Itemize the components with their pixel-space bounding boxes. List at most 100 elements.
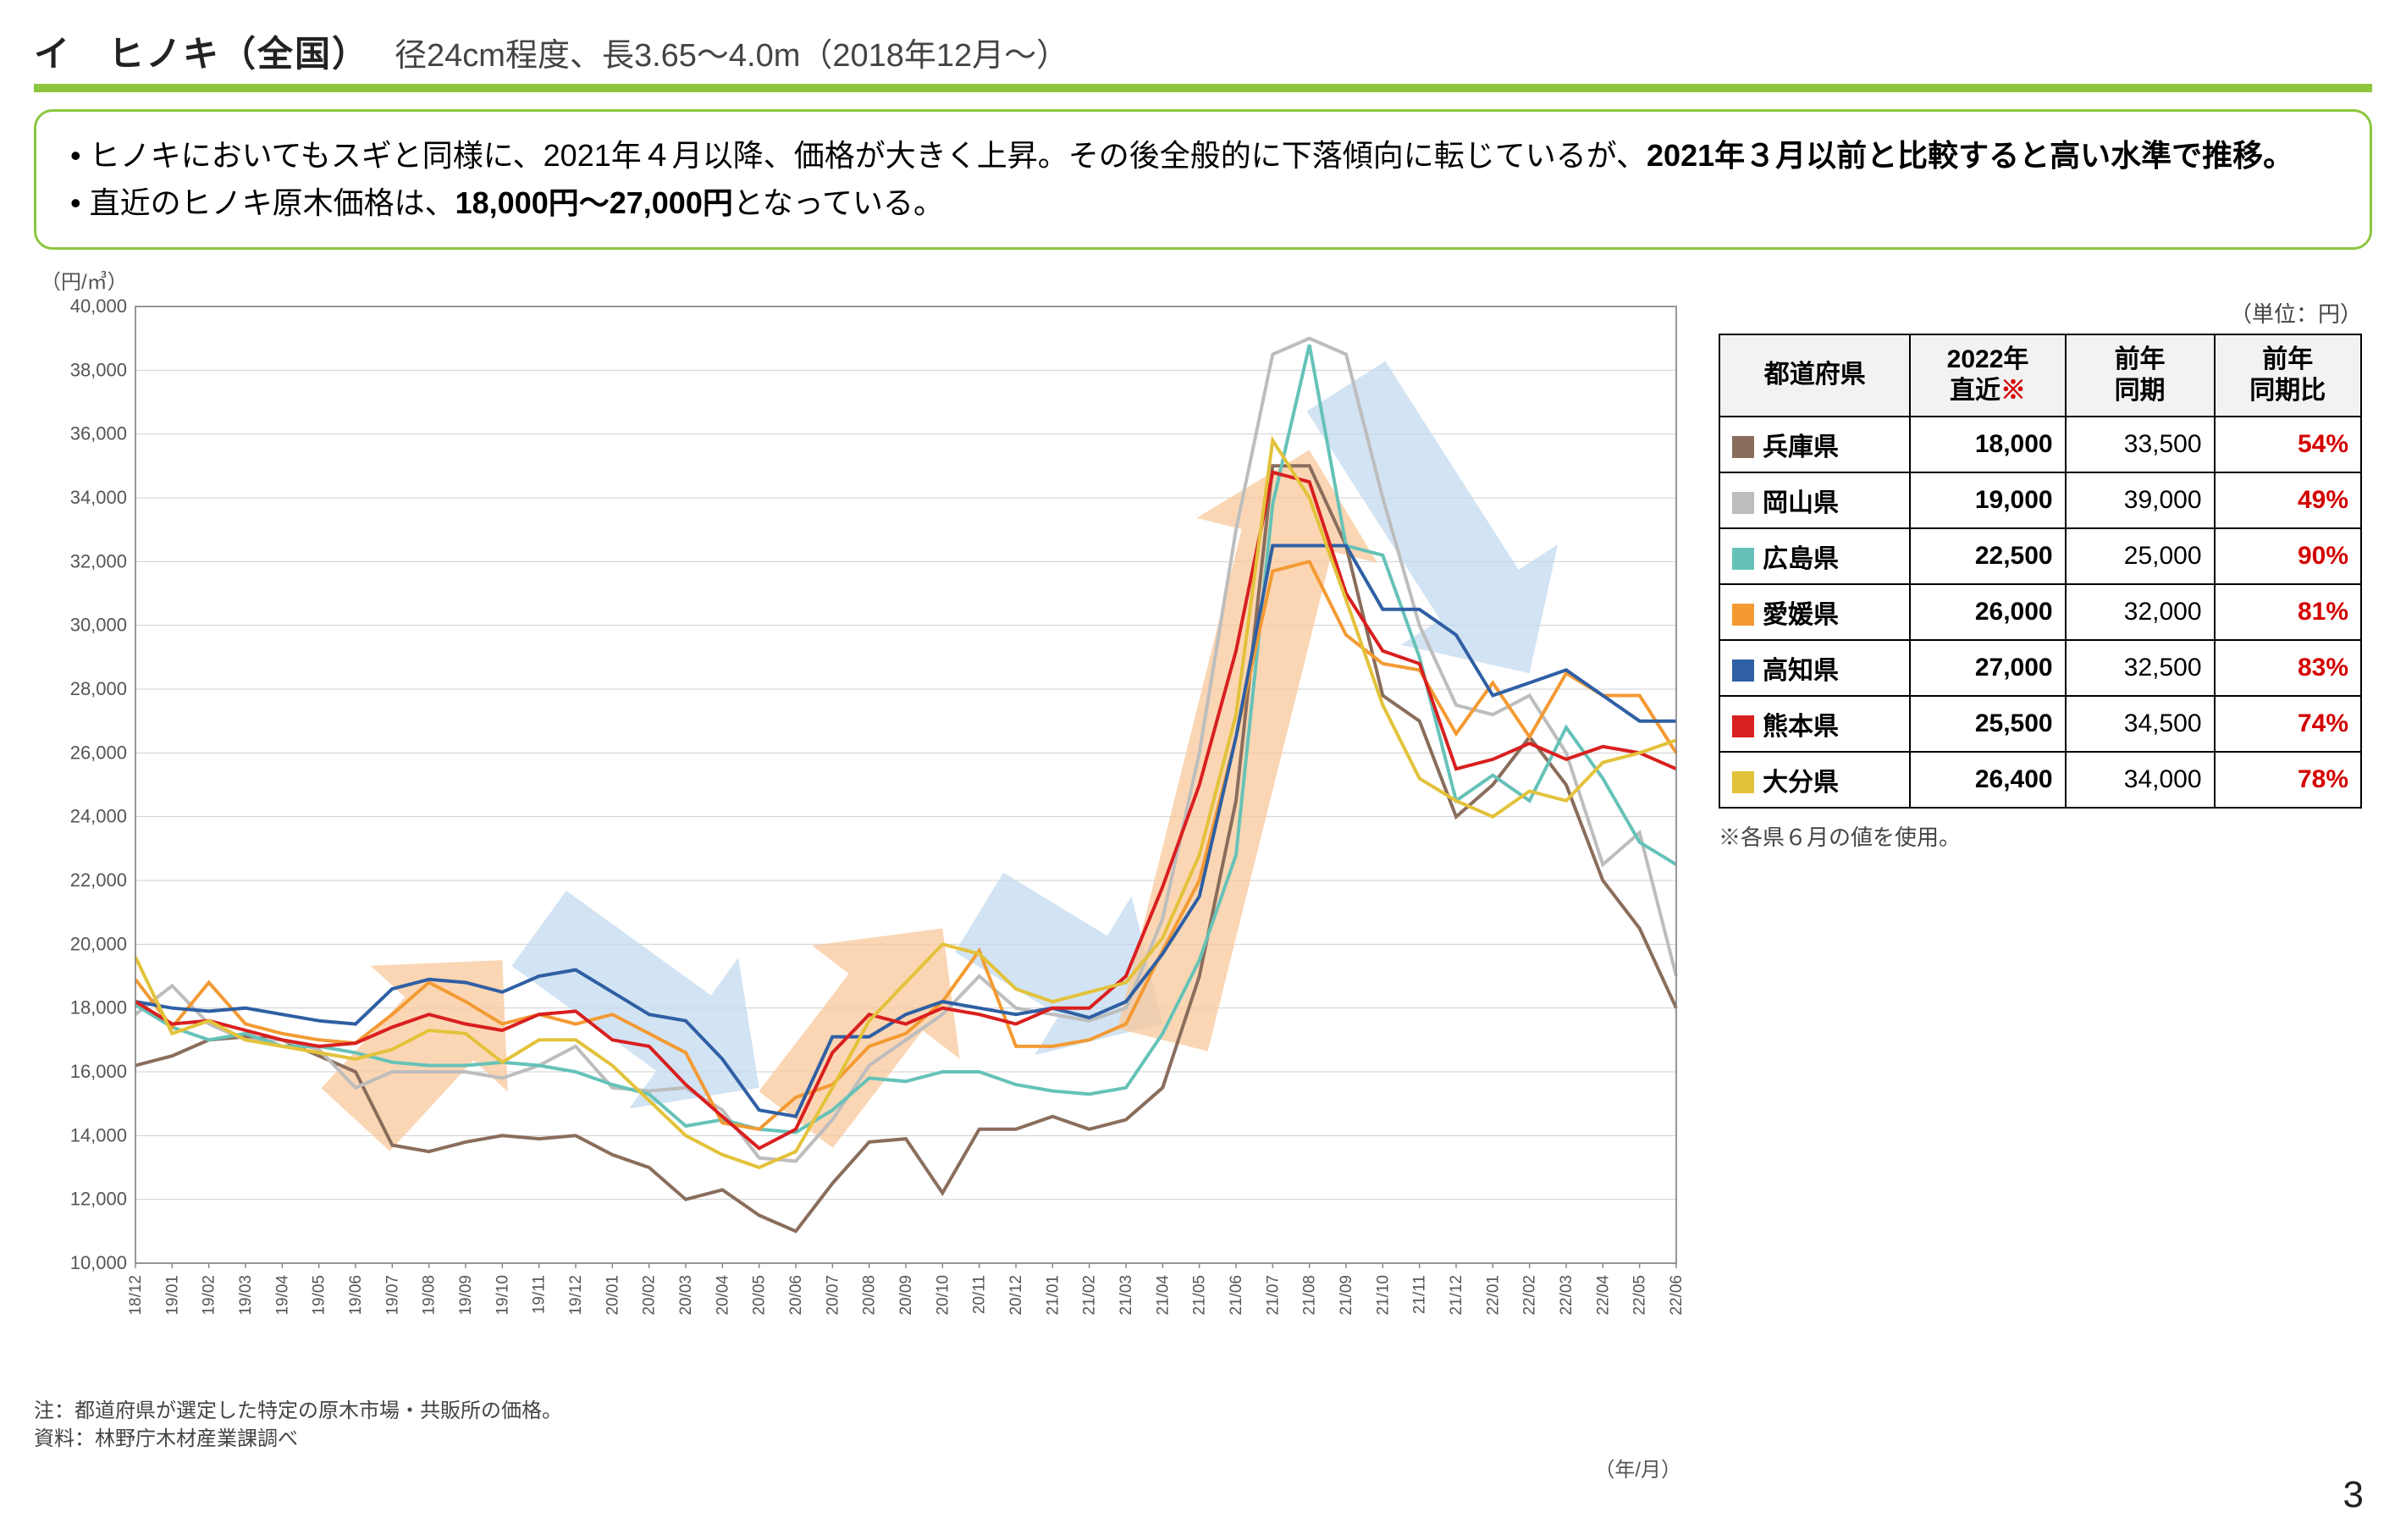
prev-cell: 34,500 [2066, 696, 2215, 752]
pref-cell: 愛媛県 [1719, 584, 1910, 640]
svg-text:19/04: 19/04 [273, 1274, 291, 1315]
note-line-1: 注：都道府県が選定した特定の原木市場・共販所の価格。 [34, 1397, 1693, 1426]
prev-cell: 32,500 [2066, 640, 2215, 696]
data-table-area: （単位：円） 都道府県 2022年直近※ 前年同期 前年同期比 兵庫県18,00… [1719, 297, 2362, 852]
svg-text:19/07: 19/07 [384, 1275, 401, 1316]
ratio-cell: 54% [2215, 417, 2361, 472]
th-prev: 前年同期 [2066, 334, 2215, 417]
svg-text:18/12: 18/12 [127, 1275, 145, 1316]
svg-text:21/08: 21/08 [1301, 1275, 1319, 1316]
svg-text:12,000: 12,000 [70, 1188, 127, 1209]
note-line-2: 資料：林野庁木材産業課調べ [34, 1425, 1693, 1454]
recent-cell: 25,500 [1910, 696, 2065, 752]
line-chart: （円/㎥） 10,00012,00014,00016,00018,00020,0… [34, 265, 1693, 1454]
summary-line-2: 直近のヒノキ原木価格は、18,000円～27,000円となっている。 [70, 179, 2336, 227]
title-main: イ ヒノキ（全国） [34, 25, 369, 77]
svg-text:19/03: 19/03 [237, 1275, 255, 1316]
table-row: 大分県26,40034,00078% [1719, 752, 2361, 808]
svg-text:19/01: 19/01 [163, 1275, 181, 1316]
svg-text:19/06: 19/06 [347, 1275, 365, 1316]
prev-cell: 32,000 [2066, 584, 2215, 640]
svg-text:21/09: 21/09 [1338, 1275, 1355, 1316]
legend-swatch [1732, 548, 1754, 570]
prev-cell: 39,000 [2066, 472, 2215, 528]
prev-cell: 33,500 [2066, 417, 2215, 472]
svg-text:19/12: 19/12 [567, 1275, 585, 1316]
svg-text:22/04: 22/04 [1594, 1274, 1612, 1315]
svg-text:19/10: 19/10 [494, 1275, 511, 1316]
svg-text:21/02: 21/02 [1081, 1275, 1099, 1316]
svg-text:22/02: 22/02 [1521, 1275, 1539, 1316]
svg-text:19/11: 19/11 [531, 1275, 549, 1314]
table-row: 高知県27,00032,50083% [1719, 640, 2361, 696]
svg-text:22/05: 22/05 [1631, 1275, 1649, 1316]
recent-cell: 22,500 [1910, 528, 2065, 584]
svg-text:20/07: 20/07 [824, 1275, 842, 1316]
svg-text:21/11: 21/11 [1411, 1275, 1429, 1314]
pref-cell: 岡山県 [1719, 472, 1910, 528]
chart-notes: 注：都道府県が選定した特定の原木市場・共販所の価格。 資料：林野庁木材産業課調べ [34, 1397, 1693, 1454]
svg-text:28,000: 28,000 [70, 678, 127, 699]
svg-text:21/10: 21/10 [1374, 1275, 1392, 1316]
recent-cell: 19,000 [1910, 472, 2065, 528]
svg-text:20,000: 20,000 [70, 933, 127, 954]
svg-text:19/09: 19/09 [457, 1275, 475, 1316]
svg-text:22/01: 22/01 [1484, 1275, 1502, 1316]
svg-text:10,000: 10,000 [70, 1252, 127, 1273]
svg-text:20/05: 20/05 [751, 1275, 769, 1316]
svg-text:36,000: 36,000 [70, 422, 127, 444]
svg-text:20/08: 20/08 [861, 1275, 879, 1316]
svg-text:21/06: 21/06 [1228, 1275, 1245, 1316]
legend-swatch [1732, 715, 1754, 737]
svg-text:32,000: 32,000 [70, 550, 127, 571]
ratio-cell: 83% [2215, 640, 2361, 696]
svg-text:20/09: 20/09 [897, 1275, 915, 1316]
svg-text:22/06: 22/06 [1668, 1275, 1686, 1316]
svg-text:20/04: 20/04 [714, 1274, 731, 1315]
svg-text:22/03: 22/03 [1558, 1275, 1575, 1316]
data-table: 都道府県 2022年直近※ 前年同期 前年同期比 兵庫県18,00033,500… [1719, 334, 2362, 809]
svg-text:21/01: 21/01 [1044, 1275, 1062, 1316]
table-row: 岡山県19,00039,00049% [1719, 472, 2361, 528]
prev-cell: 25,000 [2066, 528, 2215, 584]
svg-text:34,000: 34,000 [70, 487, 127, 508]
svg-text:20/12: 20/12 [1007, 1275, 1025, 1316]
pref-cell: 兵庫県 [1719, 417, 1910, 472]
table-row: 熊本県25,50034,50074% [1719, 696, 2361, 752]
pref-cell: 高知県 [1719, 640, 1910, 696]
svg-text:21/03: 21/03 [1117, 1275, 1135, 1316]
svg-text:21/05: 21/05 [1191, 1275, 1209, 1316]
svg-text:14,000: 14,000 [70, 1124, 127, 1145]
th-pref: 都道府県 [1719, 334, 1910, 417]
legend-swatch [1732, 660, 1754, 682]
summary-line-1: ヒノキにおいてもスギと同様に、2021年４月以降、価格が大きく上昇。その後全般的… [70, 132, 2336, 179]
prev-cell: 34,000 [2066, 752, 2215, 808]
svg-text:40,000: 40,000 [70, 298, 127, 317]
svg-text:20/02: 20/02 [641, 1275, 659, 1316]
svg-text:26,000: 26,000 [70, 742, 127, 763]
pref-cell: 熊本県 [1719, 696, 1910, 752]
legend-swatch [1732, 436, 1754, 458]
table-row: 兵庫県18,00033,50054% [1719, 417, 2361, 472]
legend-swatch [1732, 604, 1754, 626]
unit-label: （単位：円） [1719, 297, 2362, 328]
th-ratio: 前年同期比 [2215, 334, 2361, 417]
svg-text:30,000: 30,000 [70, 614, 127, 635]
svg-text:21/04: 21/04 [1154, 1274, 1172, 1315]
recent-cell: 27,000 [1910, 640, 2065, 696]
recent-cell: 26,000 [1910, 584, 2065, 640]
table-row: 広島県22,50025,00090% [1719, 528, 2361, 584]
ratio-cell: 78% [2215, 752, 2361, 808]
recent-cell: 18,000 [1910, 417, 2065, 472]
svg-text:18,000: 18,000 [70, 996, 127, 1018]
table-row: 愛媛県26,00032,00081% [1719, 584, 2361, 640]
chart-svg: 10,00012,00014,00016,00018,00020,00022,0… [34, 298, 1693, 1344]
svg-text:22,000: 22,000 [70, 869, 127, 891]
pref-cell: 大分県 [1719, 752, 1910, 808]
page-number: 3 [2343, 1474, 2364, 1516]
svg-text:19/02: 19/02 [201, 1275, 218, 1316]
recent-cell: 26,400 [1910, 752, 2065, 808]
y-axis-label: （円/㎥） [41, 265, 1693, 295]
ratio-cell: 90% [2215, 528, 2361, 584]
summary-box: ヒノキにおいてもスギと同様に、2021年４月以降、価格が大きく上昇。その後全般的… [34, 109, 2372, 250]
